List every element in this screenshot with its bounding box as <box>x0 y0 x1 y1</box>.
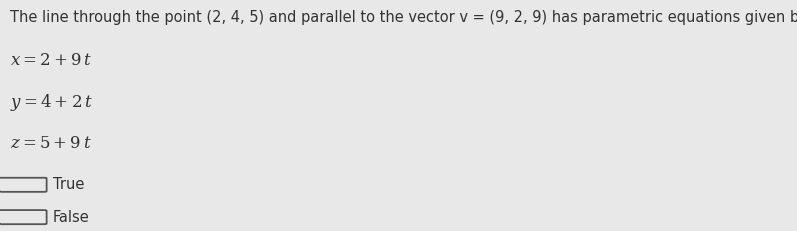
Text: $y = 4 + 2\,t$: $y = 4 + 2\,t$ <box>10 92 92 113</box>
Text: True: True <box>53 177 84 192</box>
Text: $x = 2 + 9\,t$: $x = 2 + 9\,t$ <box>10 51 92 69</box>
Text: $z = 5 + 9\,t$: $z = 5 + 9\,t$ <box>10 134 92 152</box>
Text: False: False <box>53 210 89 225</box>
Text: The line through the point (2, 4, 5) and parallel to the vector v = (9, 2, 9) ha: The line through the point (2, 4, 5) and… <box>10 10 797 25</box>
